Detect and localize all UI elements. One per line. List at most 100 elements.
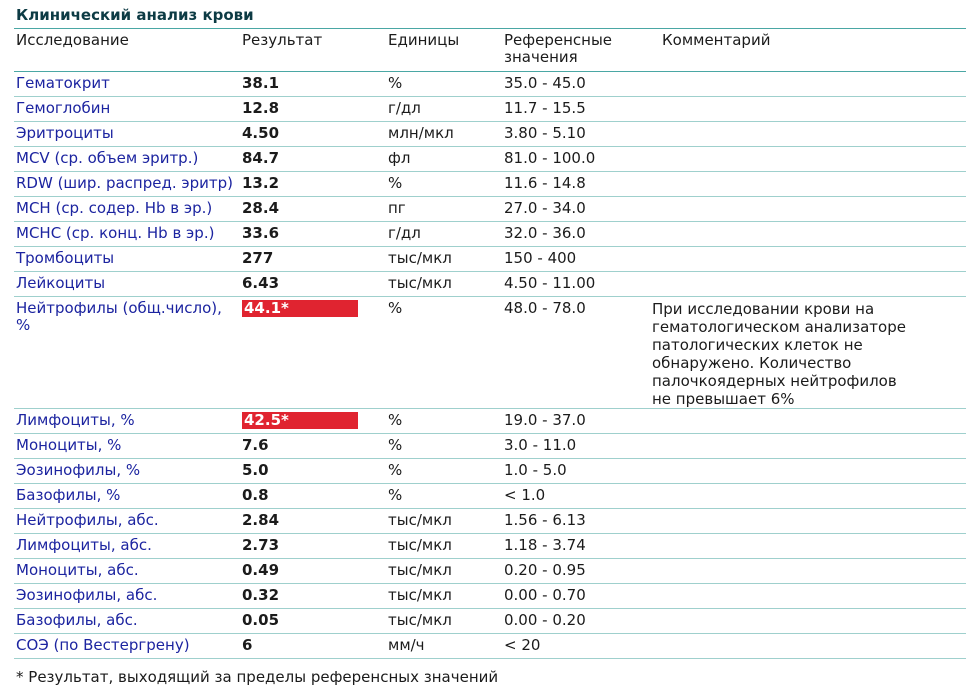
result-cell: 5.0 — [240, 459, 386, 479]
table-row: MCHC (ср. конц. Hb в эр.) 33.6 г/дл 32.0 - … — [14, 222, 966, 247]
reference: 11.6 - 14.8 — [504, 174, 586, 192]
result: 7.6 — [242, 436, 269, 454]
reference: 0.20 - 0.95 — [504, 561, 586, 579]
unit: % — [388, 174, 403, 192]
title: Клинический анализ крови — [16, 6, 254, 24]
unit: % — [388, 74, 403, 92]
reference: 32.0 - 36.0 — [504, 224, 586, 242]
unit: г/дл — [388, 99, 421, 117]
table-row: RDW (шир. распред. эритр) 13.2% 11.6 - 14.… — [14, 172, 966, 197]
comment: При исследовании крови на гематологическ… — [652, 300, 906, 408]
result: 2.73 — [242, 536, 280, 554]
result: 5.0 — [242, 461, 269, 479]
test-name: MCHC (ср. конц. Hb в эр.) — [16, 224, 215, 242]
unit: % — [388, 436, 403, 454]
test-name: Лейкоциты — [16, 274, 106, 292]
header-cell: Исследование — [16, 31, 129, 49]
test-name: RDW (шир. распред. эритр) — [16, 174, 233, 192]
table-row: Моноциты, % 7.6% 3.0 - 11.0 — [14, 434, 966, 459]
test-name: Лимфоциты, % — [16, 411, 135, 429]
table-row: Гемоглобин 12.8 г/дл 11.7 - 15.5 — [14, 97, 966, 122]
unit: тыс/мкл — [388, 586, 452, 604]
result-cell: 28.4 — [240, 197, 386, 217]
result: 44.1* — [242, 300, 358, 317]
reference: 4.50 - 11.00 — [504, 274, 596, 292]
test-name: Гемоглобин — [16, 99, 111, 117]
result-cell: 0.8 — [240, 484, 386, 504]
result: 84.7 — [242, 149, 280, 167]
result: 2.84 — [242, 511, 280, 529]
header-cell: Единицы — [388, 31, 460, 49]
reference: 27.0 - 34.0 — [504, 199, 586, 217]
result-cell: 7.6 — [240, 434, 386, 454]
reference: 1.0 - 5.0 — [504, 461, 567, 479]
result-cell: 6 — [240, 634, 386, 654]
unit: фл — [388, 149, 411, 167]
result-cell: 2.84 — [240, 509, 386, 529]
reference: 11.7 - 15.5 — [504, 99, 586, 117]
header-cell: Комментарий — [662, 31, 771, 49]
result-cell: 6.43 — [240, 272, 386, 292]
test-name: Эозинофилы, абс. — [16, 586, 158, 604]
result: 0.32 — [242, 586, 280, 604]
table-row: Эозинофилы, абс. 0.32 тыс/мкл 0.00 - 0.70 — [14, 584, 966, 609]
unit: % — [388, 461, 403, 479]
header-cell: Референсные значения — [504, 31, 613, 66]
result-cell: 0.49 — [240, 559, 386, 579]
table-row: MCV (ср. объем эритр.) 84.7 фл 81.0 - 100.0 — [14, 147, 966, 172]
reference: 35.0 - 45.0 — [504, 74, 586, 92]
result: 277 — [242, 249, 274, 267]
test-name: Эозинофилы, % — [16, 461, 141, 479]
reference: 1.56 - 6.13 — [504, 511, 586, 529]
result-cell: 0.32 — [240, 584, 386, 604]
test-name: Нейтрофилы, абс. — [16, 511, 159, 529]
test-name: СОЭ (по Вестергрену) — [16, 636, 190, 654]
test-name: Нейтрофилы (общ.число), % — [16, 299, 222, 334]
result: 4.50 — [242, 124, 280, 142]
result-cell: 4.50 — [240, 122, 386, 142]
reference: 0.00 - 0.20 — [504, 611, 586, 629]
result: 0.49 — [242, 561, 280, 579]
result-cell: 44.1* — [240, 297, 386, 317]
result: 6.43 — [242, 274, 280, 292]
test-name: Базофилы, абс. — [16, 611, 138, 629]
table-row: Нейтрофилы (общ.число), % 44.1*% 48.0 - 78… — [14, 297, 966, 409]
unit: тыс/мкл — [388, 511, 452, 529]
reference: 150 - 400 — [504, 249, 577, 267]
result: 12.8 — [242, 99, 280, 117]
result-cell: 33.6 — [240, 222, 386, 242]
reference: 48.0 - 78.0 — [504, 299, 586, 317]
test-name: Лимфоциты, абс. — [16, 536, 152, 554]
unit: тыс/мкл — [388, 536, 452, 554]
reference: 3.0 - 11.0 — [504, 436, 577, 454]
header-cell: Результат — [242, 31, 323, 49]
table-row: Лейкоциты 6.43 тыс/мкл 4.50 - 11.00 — [14, 272, 966, 297]
result: 13.2 — [242, 174, 280, 192]
unit: млн/мкл — [388, 124, 454, 142]
result: 42.5* — [242, 412, 358, 429]
result-cell: 277 — [240, 247, 386, 267]
unit: пг — [388, 199, 406, 217]
test-name: Моноциты, % — [16, 436, 122, 454]
unit: тыс/мкл — [388, 611, 452, 629]
table-row: Эритроциты 4.50 млн/мкл 3.80 - 5.10 — [14, 122, 966, 147]
result-cell: 0.05 — [240, 609, 386, 629]
unit: % — [388, 299, 403, 317]
table-row: Лимфоциты, % 42.5*% 19.0 - 37.0 — [14, 409, 966, 434]
unit: г/дл — [388, 224, 421, 242]
table-row: Базофилы, абс. 0.05 тыс/мкл 0.00 - 0.20 — [14, 609, 966, 634]
result: 6 — [242, 636, 253, 654]
unit: тыс/мкл — [388, 249, 452, 267]
footnote: * Результат, выходящий за пределы рефере… — [16, 668, 499, 686]
table-row: Лимфоциты, абс. 2.73 тыс/мкл 1.18 - 3.74 — [14, 534, 966, 559]
reference: 3.80 - 5.10 — [504, 124, 586, 142]
reference: < 1.0 — [504, 486, 546, 504]
table-row: Моноциты, абс. 0.49 тыс/мкл 0.20 - 0.95 — [14, 559, 966, 584]
table: Исследование Результат Единицы Референсные … — [14, 28, 966, 659]
table-row: Тромбоциты 277 тыс/мкл 150 - 400 — [14, 247, 966, 272]
header-row: Исследование Результат Единицы Референсные … — [14, 29, 966, 72]
table-row: СОЭ (по Вестергрену) 6 мм/ч < 20 — [14, 634, 966, 659]
result: 28.4 — [242, 199, 280, 217]
test-name: Базофилы, % — [16, 486, 121, 504]
